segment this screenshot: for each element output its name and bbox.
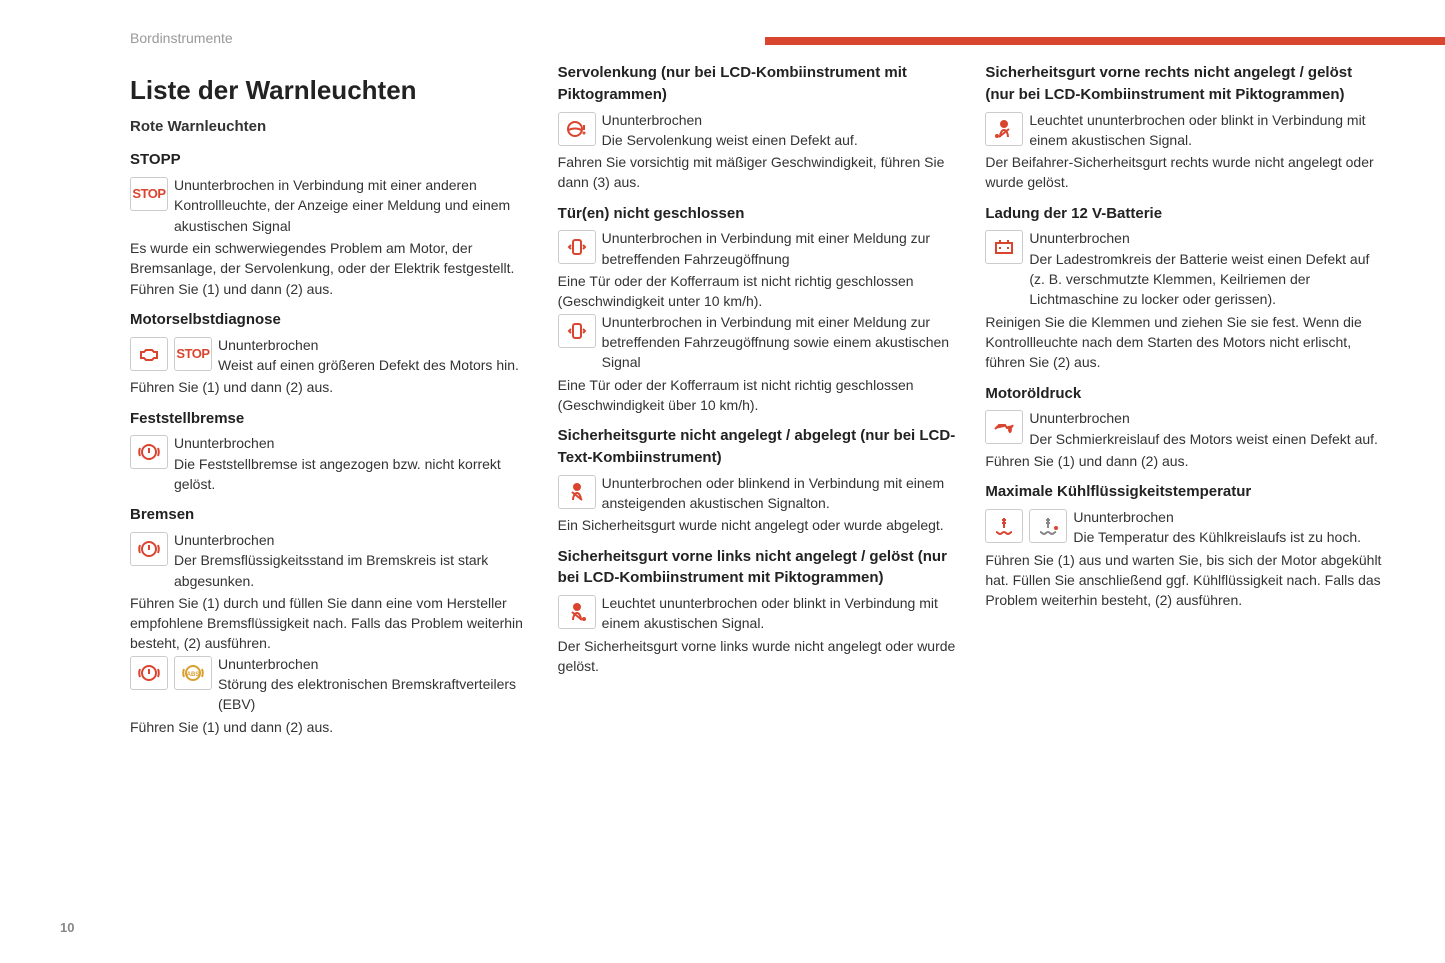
section-oeldruck: Motoröldruck Ununterbrochen Der Schmierk…: [985, 383, 1385, 472]
section-batterie: Ladung der 12 V-Batterie Ununterbrochen …: [985, 203, 1385, 373]
body-text: Ununterbrochen in Verbindung mit einer M…: [602, 228, 958, 269]
column-3: Sicherheitsgurt vorne rechts nicht angel…: [985, 52, 1385, 741]
body-text: Es wurde ein schwerwiegendes Problem am …: [130, 236, 530, 279]
section-title: Sicherheitsgurt vorne rechts nicht angel…: [985, 62, 1385, 106]
body-text: Ununterbrochen: [218, 656, 318, 672]
page-number: 10: [60, 920, 74, 935]
section-title: Bremsen: [130, 504, 530, 526]
body-text: Weist auf einen größeren Defekt des Moto…: [218, 357, 519, 373]
brake-warning-icon: [130, 435, 168, 469]
body-text: Führen Sie (1) und dann (2) aus.: [130, 279, 530, 299]
body-text: Die Servolenkung weist einen Defekt auf.: [602, 132, 858, 148]
body-text: Störung des elektronischen Bremskraftver…: [218, 676, 516, 712]
section-title: Sicherheitsgurte nicht angelegt / abgele…: [558, 425, 958, 469]
seatbelt-left-icon: [558, 595, 596, 629]
body-text: Führen Sie (1) durch und füllen Sie dann…: [130, 591, 530, 654]
body-text: Ein Sicherheitsgurt wurde nicht angelegt…: [558, 513, 958, 535]
column-1: Liste der Warnleuchten Rote Warnleuchten…: [130, 52, 530, 741]
header-red-bar: [765, 37, 1445, 45]
content-columns: Liste der Warnleuchten Rote Warnleuchten…: [130, 52, 1385, 741]
brake-warning-icon: [130, 532, 168, 566]
section-title: Ladung der 12 V-Batterie: [985, 203, 1385, 225]
body-text: Die Feststellbremse ist angezogen bzw. n…: [174, 456, 501, 492]
body-text: Ununterbrochen: [218, 337, 318, 353]
body-text: Leuchtet ununterbrochen oder blinkt in V…: [1029, 110, 1385, 151]
body-text: Ununterbrochen: [1029, 410, 1129, 426]
engine-icon: [130, 337, 168, 371]
body-text: Der Beifahrer-Sicherheitsgurt rechts wur…: [985, 150, 1385, 193]
body-text: Ununterbrochen: [174, 532, 274, 548]
section-kuehlmittel: Maximale Kühlflüssigkeitstemperatur Unun…: [985, 481, 1385, 610]
seatbelt-icon: [558, 475, 596, 509]
section-title: Maximale Kühlflüssigkeitstemperatur: [985, 481, 1385, 503]
column-2: Servolenkung (nur bei LCD-Kombiinstrumen…: [558, 52, 958, 741]
page-title: Liste der Warnleuchten: [130, 72, 530, 110]
section-title: STOPP: [130, 149, 530, 171]
coolant-temp-alt-icon: [1029, 509, 1067, 543]
body-text: Ununterbrochen: [1029, 230, 1129, 246]
body-text: Führen Sie (1) aus und warten Sie, bis s…: [985, 548, 1385, 611]
body-text: Leuchtet ununterbrochen oder blinkt in V…: [602, 593, 958, 634]
body-text: Führen Sie (1) und dann (2) aus.: [130, 715, 530, 737]
svg-text:ABS: ABS: [187, 672, 200, 678]
body-text: Die Temperatur des Kühlkreislaufs ist zu…: [1073, 529, 1361, 545]
body-text: Ununterbrochen: [174, 435, 274, 451]
section-title: Feststellbremse: [130, 408, 530, 430]
door-open-icon: [558, 230, 596, 264]
brake-warning-icon: [130, 656, 168, 690]
section-stopp: STOPP STOP Ununterbrochen in Verbindung …: [130, 149, 530, 299]
section-feststellbremse: Feststellbremse Ununterbrochen Die Fests…: [130, 408, 530, 495]
door-open-icon: [558, 314, 596, 348]
body-text: Führen Sie (1) und dann (2) aus.: [985, 449, 1385, 471]
body-text: Eine Tür oder der Kofferraum ist nicht r…: [558, 269, 958, 312]
steering-icon: [558, 112, 596, 146]
battery-icon: [985, 230, 1023, 264]
body-text: Eine Tür oder der Kofferraum ist nicht r…: [558, 373, 958, 416]
stop-icon: STOP: [174, 337, 212, 371]
section-gurte: Sicherheitsgurte nicht angelegt / abgele…: [558, 425, 958, 535]
section-bremsen: Bremsen Ununterbrochen Der Bremsflüssigk…: [130, 504, 530, 737]
coolant-temp-icon: [985, 509, 1023, 543]
section-title: Servolenkung (nur bei LCD-Kombiinstrumen…: [558, 62, 958, 106]
abs-icon: ABS: [174, 656, 212, 690]
body-text: Der Ladestromkreis der Batterie weist ei…: [1029, 251, 1369, 308]
body-text: Reinigen Sie die Klemmen und ziehen Sie …: [985, 310, 1385, 373]
body-text: Der Bremsflüssigkeitsstand im Bremskreis…: [174, 552, 488, 588]
body-text: Fahren Sie vorsichtig mit mäßiger Geschw…: [558, 150, 958, 193]
body-text: Ununterbrochen in Verbindung mit einer M…: [602, 312, 958, 373]
body-text: Ununterbrochen: [602, 112, 702, 128]
section-gurt-links: Sicherheitsgurt vorne links nicht angele…: [558, 546, 958, 677]
subtitle-red: Rote Warnleuchten: [130, 116, 530, 138]
section-servolenkung: Servolenkung (nur bei LCD-Kombiinstrumen…: [558, 62, 958, 193]
body-text: Der Schmierkreislauf des Motors weist ei…: [1029, 431, 1378, 447]
body-text: Der Sicherheitsgurt vorne links wurde ni…: [558, 634, 958, 677]
document-page: Bordinstrumente Liste der Warnleuchten R…: [0, 0, 1445, 963]
section-title: Tür(en) nicht geschlossen: [558, 203, 958, 225]
section-gurt-rechts: Sicherheitsgurt vorne rechts nicht angel…: [985, 62, 1385, 193]
section-tueren: Tür(en) nicht geschlossen Ununterbrochen…: [558, 203, 958, 415]
stop-icon: STOP: [130, 177, 168, 211]
section-title: Motorselbstdiagnose: [130, 309, 530, 331]
section-motorselbstdiagnose: Motorselbstdiagnose STOP Ununterbrochen …: [130, 309, 530, 398]
section-title: Motoröldruck: [985, 383, 1385, 405]
body-text: Ununterbrochen in Verbindung mit einer a…: [174, 175, 530, 236]
oil-icon: [985, 410, 1023, 444]
body-text: Ununterbrochen oder blinkend in Verbindu…: [602, 473, 958, 514]
body-text: Ununterbrochen: [1073, 509, 1173, 525]
body-text: Führen Sie (1) und dann (2) aus.: [130, 375, 530, 397]
section-title: Sicherheitsgurt vorne links nicht angele…: [558, 546, 958, 590]
seatbelt-right-icon: [985, 112, 1023, 146]
